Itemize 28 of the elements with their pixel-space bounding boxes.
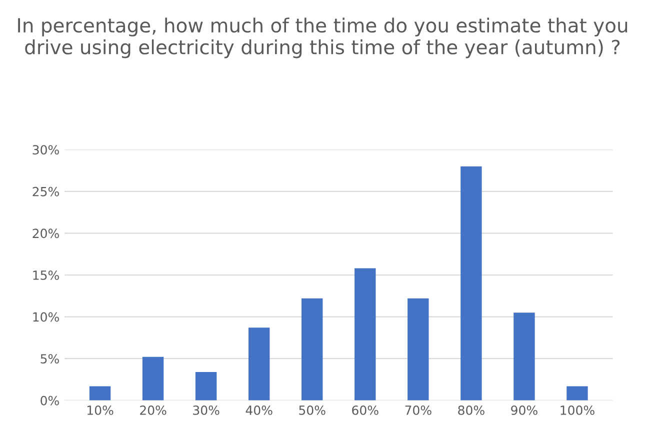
bar [195, 372, 217, 400]
bar [302, 298, 323, 400]
x-tick-label: 50% [299, 405, 326, 415]
x-tick-label: 90% [511, 405, 538, 415]
y-tick-label: 0% [40, 396, 59, 406]
x-tick-label: 10% [88, 405, 114, 415]
bar [460, 166, 482, 400]
x-tick-label: 20% [140, 405, 166, 415]
bar [89, 386, 111, 400]
x-tick-label: 100% [560, 405, 594, 415]
y-tick-label: 5% [40, 354, 59, 364]
bar [354, 268, 376, 400]
bar [408, 298, 429, 400]
y-tick-label: 20% [32, 228, 59, 238]
y-tick-label: 25% [32, 186, 59, 196]
bar [142, 356, 164, 400]
y-tick-label: 15% [33, 270, 59, 280]
y-tick-label: 10% [33, 312, 59, 322]
x-tick-label: 30% [193, 405, 220, 415]
x-tick-label: 80% [458, 405, 484, 415]
x-tick-label: 40% [246, 405, 272, 415]
bar [514, 312, 535, 400]
bar [248, 328, 270, 400]
x-tick-label: 60% [352, 405, 378, 415]
x-tick-label: 70% [405, 405, 432, 415]
bar [566, 386, 588, 400]
chart-title: In percentage, how much of the time do you estimate that you drive using electricity during this time of the year (autumn) ? [18, 18, 628, 58]
y-tick-label: 30% [32, 145, 59, 155]
